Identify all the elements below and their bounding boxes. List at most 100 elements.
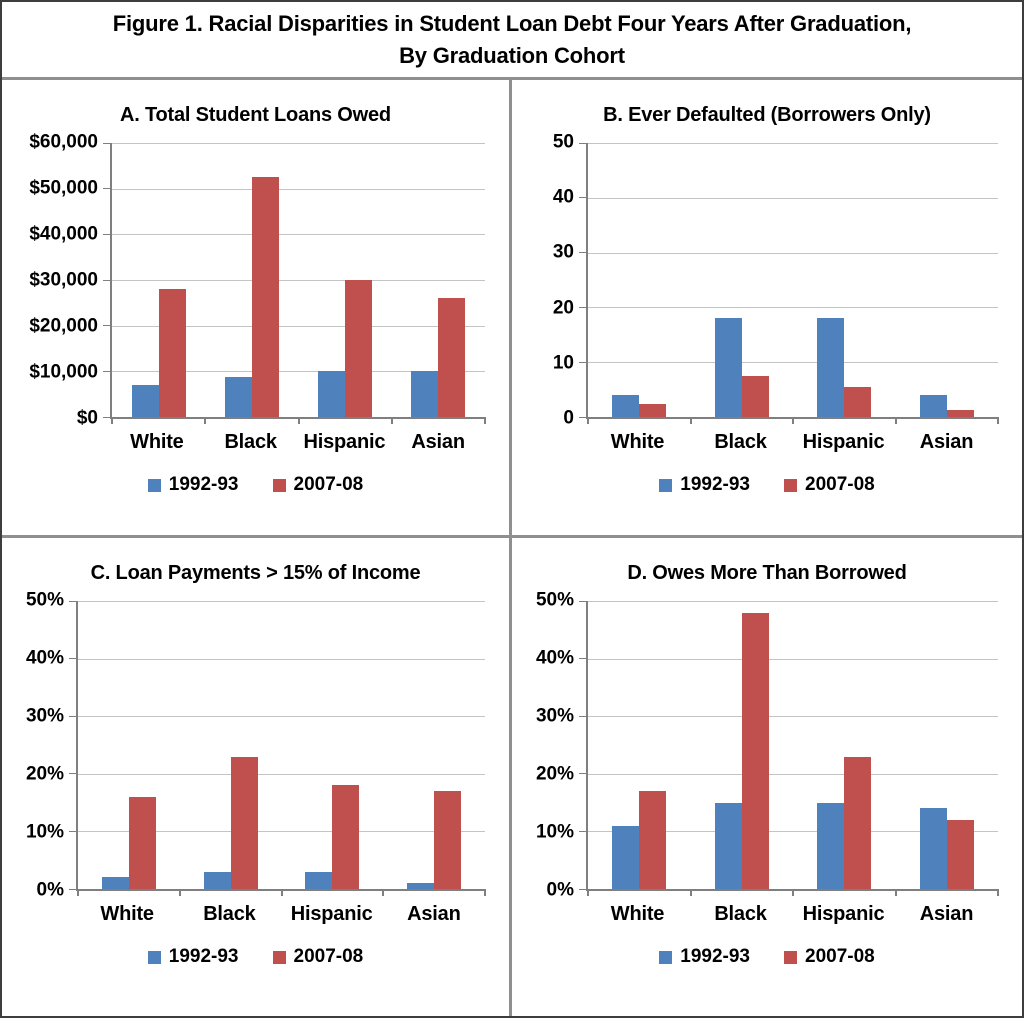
bar-a-asian-1992-93 bbox=[411, 371, 439, 417]
panel-d: D. Owes More Than Borrowed 50% 40% 30% 20% 1… bbox=[512, 538, 1022, 1016]
x-label-a-white: White bbox=[130, 431, 184, 453]
panel-a-title: A. Total Student Loans Owed bbox=[120, 104, 391, 126]
bar-group-d-white bbox=[588, 601, 691, 889]
y-tick-label-a: $10,000 bbox=[29, 361, 98, 383]
gridline-a bbox=[112, 280, 485, 281]
bar-a-white-1992-93 bbox=[131, 385, 159, 417]
y-tick-mark-d bbox=[579, 658, 586, 660]
panel-a-chart: $60,000 $50,000 $40,000 $30,000 $20,000 $10,0… bbox=[12, 132, 499, 429]
legend-item-b-2007-08: 2007-08 bbox=[784, 474, 875, 496]
x-tick-mark-c bbox=[484, 889, 486, 896]
y-tick-label-c: 40% bbox=[25, 647, 64, 669]
panel-grid: A. Total Student Loans Owed $60,000 $50,0… bbox=[2, 80, 1022, 1016]
bar-groups-b bbox=[588, 143, 998, 417]
panel-c-x-axis-labels: White Black Hispanic Asian bbox=[76, 903, 485, 926]
legend-swatch-b-1992-93 bbox=[659, 478, 673, 492]
bar-groups-d bbox=[588, 601, 998, 889]
panel-a-legend: 1992-93 2007-08 bbox=[12, 474, 499, 496]
x-label-d-hispanic: Hispanic bbox=[802, 903, 885, 925]
legend-label-d-1992-93: 1992-93 bbox=[680, 946, 750, 967]
bar-b-white-1992-93 bbox=[612, 395, 640, 417]
gridline-b bbox=[588, 197, 998, 199]
gridline-b bbox=[588, 143, 998, 144]
bar-d-hispanic-2007-08 bbox=[844, 756, 872, 889]
legend-label-a-1992-93: 1992-93 bbox=[168, 474, 239, 495]
bar-b-black-1992-93 bbox=[714, 318, 742, 417]
panel-c-plot-area bbox=[69, 600, 486, 896]
gridline-a bbox=[112, 234, 485, 236]
panel-d-legend: 1992-93 2007-08 bbox=[522, 946, 1012, 968]
y-tick-mark-a bbox=[103, 279, 110, 281]
y-tick-label-a: $40,000 bbox=[29, 223, 98, 245]
y-tick-label-c: 10% bbox=[25, 821, 64, 843]
y-tick-label-d: 20% bbox=[535, 763, 574, 785]
bar-b-asian-2007-08 bbox=[946, 410, 974, 417]
gridline-a bbox=[112, 371, 485, 373]
x-tick-mark-b bbox=[587, 417, 589, 424]
x-label-a-hispanic: Hispanic bbox=[303, 431, 386, 453]
x-tick-mark-b bbox=[894, 417, 897, 424]
bar-c-black-1992-93 bbox=[203, 871, 231, 889]
legend-item-d-2007-08: 2007-08 bbox=[784, 946, 875, 968]
legend-swatch-b-2007-08 bbox=[784, 478, 797, 492]
gridline-d bbox=[588, 716, 998, 718]
y-tick-label-c: 0% bbox=[36, 879, 64, 901]
x-label-b-white: White bbox=[610, 431, 665, 453]
y-tick-mark-a bbox=[103, 416, 110, 418]
legend-swatch-d-2007-08 bbox=[784, 950, 797, 964]
x-label-d-white: White bbox=[610, 903, 665, 925]
gridline-b bbox=[588, 307, 998, 309]
x-tick-mark-a bbox=[484, 417, 486, 424]
gridline-c bbox=[78, 773, 485, 775]
bar-a-hispanic-2007-08 bbox=[345, 280, 373, 417]
y-tick-mark-a bbox=[103, 370, 110, 372]
legend-swatch-d-1992-93 bbox=[659, 950, 673, 964]
gridline-c bbox=[78, 716, 485, 718]
gridline-a bbox=[112, 143, 485, 144]
bar-c-white-1992-93 bbox=[101, 877, 129, 889]
gridline-d bbox=[588, 658, 998, 660]
panel-b-x-axis-labels: White Black Hispanic Asian bbox=[586, 431, 998, 454]
x-tick-mark-a bbox=[390, 417, 393, 424]
bar-group-b-hispanic bbox=[793, 143, 896, 417]
x-label-c-hispanic: Hispanic bbox=[290, 903, 373, 925]
bar-b-asian-1992-93 bbox=[919, 395, 947, 417]
legend-item-c-2007-08: 2007-08 bbox=[272, 946, 364, 968]
x-label-b-asian: Asian bbox=[919, 431, 974, 453]
bar-c-black-2007-08 bbox=[230, 756, 258, 889]
y-tick-mark-a bbox=[103, 188, 110, 190]
y-tick-label-d: 0% bbox=[546, 879, 574, 901]
y-tick-label-a: $30,000 bbox=[29, 269, 98, 291]
legend-label-d-2007-08: 2007-08 bbox=[805, 946, 875, 967]
panel-c-y-axis-labels: 50% 40% 30% 20% 10% 0% bbox=[12, 590, 76, 901]
gridline-d bbox=[588, 773, 998, 775]
legend-swatch-a-1992-93 bbox=[147, 478, 161, 492]
y-tick-mark-d bbox=[579, 830, 586, 832]
legend-swatch-c-1992-93 bbox=[147, 950, 161, 964]
y-tick-label-b: 0 bbox=[563, 407, 574, 429]
legend-label-c-2007-08: 2007-08 bbox=[293, 946, 364, 967]
legend-swatch-c-2007-08 bbox=[272, 950, 286, 964]
bar-a-black-2007-08 bbox=[251, 177, 279, 417]
panel-a-plot-area bbox=[103, 142, 486, 424]
x-tick-mark-c bbox=[280, 889, 283, 896]
panel-a-x-axis-labels: White Black Hispanic Asian bbox=[110, 431, 485, 454]
y-tick-mark-d bbox=[579, 715, 586, 717]
panel-b-y-axis-labels: 50 40 30 20 10 0 bbox=[522, 132, 586, 429]
panel-d-chart: 50% 40% 30% 20% 10% 0% bbox=[522, 590, 1012, 901]
x-label-a-asian: Asian bbox=[411, 431, 465, 453]
bar-group-a-hispanic bbox=[299, 143, 392, 417]
x-tick-mark-d bbox=[689, 889, 692, 896]
gridline-c bbox=[78, 658, 485, 660]
y-tick-label-d: 40% bbox=[535, 647, 574, 669]
bar-c-hispanic-2007-08 bbox=[332, 785, 360, 889]
x-label-c-black: Black bbox=[203, 903, 256, 925]
y-tick-label-b: 50 bbox=[552, 131, 574, 153]
gridline-a bbox=[112, 325, 485, 327]
y-tick-label-d: 50% bbox=[535, 589, 574, 611]
bar-group-d-asian bbox=[896, 601, 999, 889]
legend-label-b-2007-08: 2007-08 bbox=[805, 474, 875, 495]
bar-group-b-black bbox=[691, 143, 794, 417]
bar-group-c-black bbox=[180, 601, 282, 889]
